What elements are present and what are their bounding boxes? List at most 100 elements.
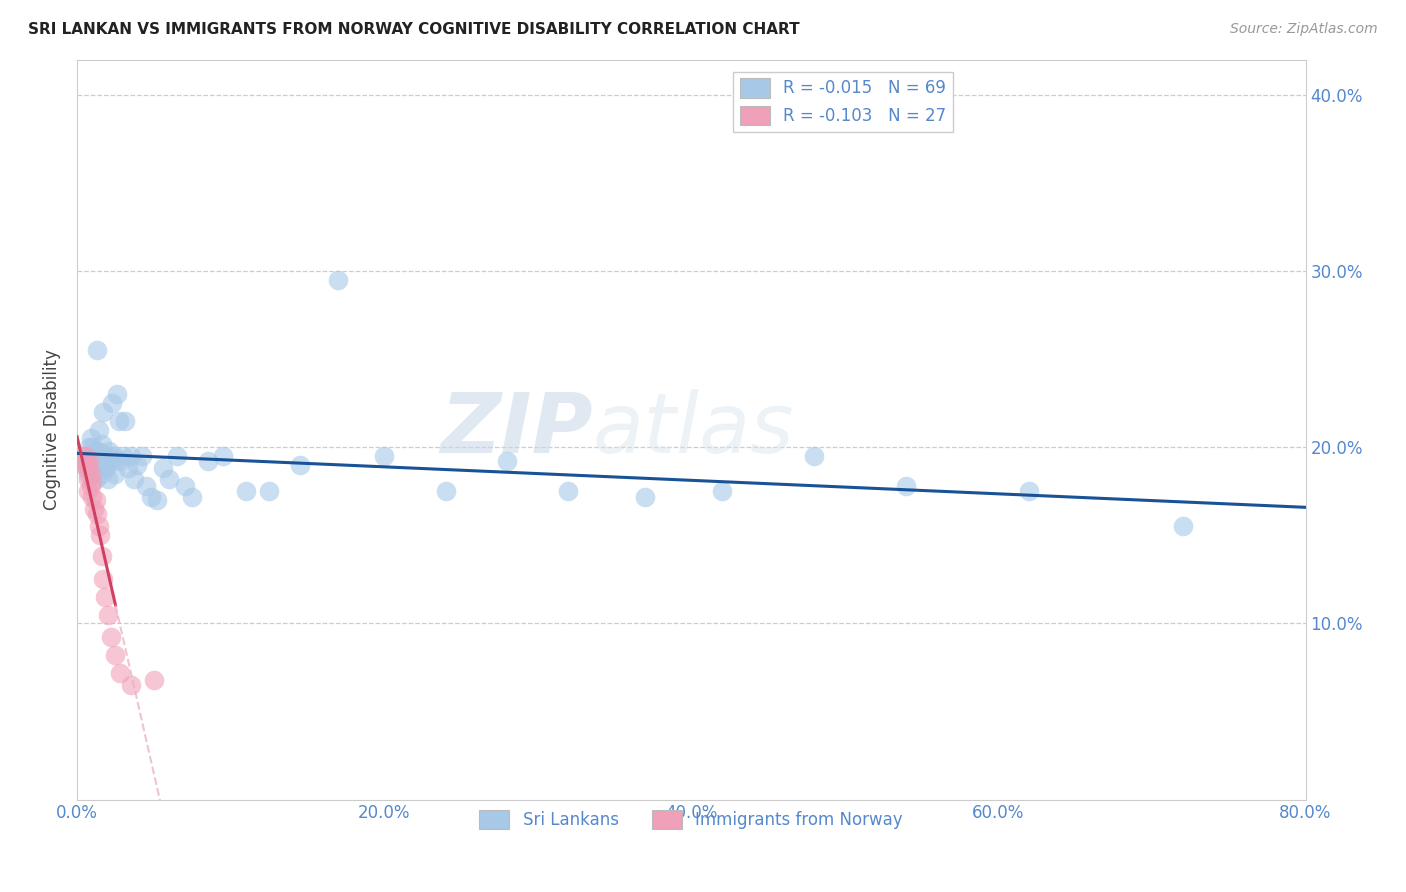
Point: [103, 449, 125, 463]
Point: [114, 414, 136, 428]
Point: [1018, 484, 1040, 499]
Point: [73, 458, 96, 472]
Legend: Sri Lankans, Immigrants from Norway: Sri Lankans, Immigrants from Norway: [472, 803, 910, 836]
Point: [288, 458, 311, 472]
Point: [84, 493, 107, 508]
Point: [90, 549, 112, 564]
Point: [87, 519, 110, 533]
Point: [181, 490, 204, 504]
Point: [96, 461, 118, 475]
Point: [86, 454, 108, 468]
Point: [91, 572, 114, 586]
Point: [89, 445, 111, 459]
Point: [373, 449, 395, 463]
Point: [89, 528, 111, 542]
Point: [803, 449, 825, 463]
Point: [76, 484, 98, 499]
Y-axis label: Cognitive Disability: Cognitive Disability: [44, 349, 60, 510]
Point: [146, 493, 169, 508]
Point: [896, 479, 918, 493]
Point: [197, 454, 219, 468]
Point: [82, 490, 104, 504]
Point: [80, 479, 103, 493]
Point: [86, 343, 108, 358]
Point: [80, 452, 103, 467]
Point: [97, 607, 120, 622]
Point: [122, 472, 145, 486]
Point: [100, 454, 122, 468]
Point: [139, 490, 162, 504]
Point: [125, 458, 148, 472]
Point: [104, 467, 127, 481]
Point: [98, 443, 121, 458]
Point: [90, 467, 112, 481]
Point: [82, 440, 104, 454]
Point: [80, 467, 103, 481]
Point: [79, 461, 101, 475]
Point: [84, 443, 107, 458]
Point: [257, 484, 280, 499]
Point: [131, 449, 153, 463]
Point: [93, 449, 115, 463]
Point: [75, 449, 97, 463]
Point: [117, 461, 139, 475]
Point: [108, 665, 131, 680]
Point: [76, 472, 98, 486]
Point: [82, 458, 104, 472]
Point: [75, 461, 97, 475]
Point: [80, 431, 103, 445]
Point: [87, 449, 110, 463]
Point: [91, 452, 114, 467]
Point: [97, 449, 120, 463]
Point: [135, 479, 157, 493]
Point: [84, 472, 107, 486]
Point: [112, 449, 135, 463]
Point: [70, 449, 93, 463]
Point: [212, 449, 235, 463]
Point: [83, 447, 105, 461]
Point: [93, 461, 115, 475]
Point: [86, 507, 108, 521]
Point: [105, 387, 128, 401]
Point: [104, 648, 127, 662]
Point: [634, 490, 657, 504]
Text: SRI LANKAN VS IMMIGRANTS FROM NORWAY COGNITIVE DISABILITY CORRELATION CHART: SRI LANKAN VS IMMIGRANTS FROM NORWAY COG…: [28, 22, 800, 37]
Point: [79, 461, 101, 475]
Point: [90, 436, 112, 450]
Point: [82, 449, 104, 463]
Point: [107, 414, 129, 428]
Point: [82, 475, 104, 490]
Point: [173, 479, 195, 493]
Point: [711, 484, 734, 499]
Point: [235, 484, 257, 499]
Point: [142, 673, 165, 687]
Point: [120, 449, 142, 463]
Text: atlas: atlas: [593, 389, 794, 470]
Point: [73, 454, 96, 468]
Point: [434, 484, 457, 499]
Point: [100, 631, 122, 645]
Point: [152, 461, 174, 475]
Point: [96, 454, 118, 468]
Point: [83, 501, 105, 516]
Text: ZIP: ZIP: [440, 389, 593, 470]
Point: [326, 273, 349, 287]
Point: [496, 454, 519, 468]
Point: [91, 405, 114, 419]
Point: [108, 454, 131, 468]
Point: [97, 472, 120, 486]
Point: [83, 461, 105, 475]
Point: [79, 454, 101, 468]
Point: [166, 449, 188, 463]
Point: [1171, 519, 1194, 533]
Point: [79, 440, 101, 454]
Point: [87, 423, 110, 437]
Point: [72, 454, 94, 468]
Point: [93, 590, 115, 604]
Point: [101, 396, 124, 410]
Point: [76, 467, 98, 481]
Text: Source: ZipAtlas.com: Source: ZipAtlas.com: [1230, 22, 1378, 37]
Point: [89, 461, 111, 475]
Point: [557, 484, 579, 499]
Point: [75, 449, 97, 463]
